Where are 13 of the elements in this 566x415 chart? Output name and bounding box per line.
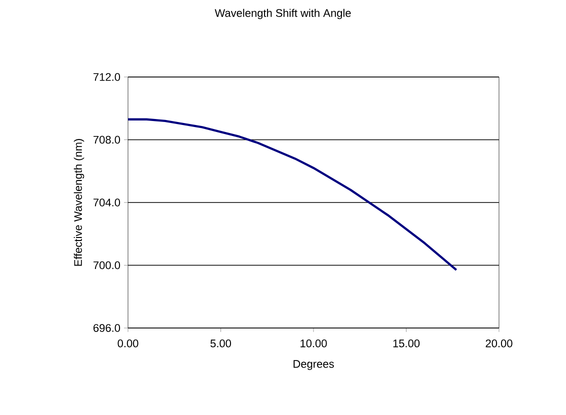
y-axis-title: Effective Wavelength (nm) (74, 139, 84, 266)
x-tick-label: 20.00 (486, 340, 512, 348)
y-tick-label: 712.0 (94, 73, 120, 81)
x-tick-label: 5.00 (210, 340, 232, 348)
x-tick-label: 15.00 (393, 340, 420, 348)
y-tick-label: 708.0 (94, 136, 120, 144)
x-axis-title: Degrees (294, 360, 334, 370)
chart-title: Wavelength Shift with Angle (214, 8, 351, 20)
y-tick-label: 700.0 (94, 261, 120, 270)
y-tick-label: 704.0 (94, 198, 120, 206)
x-tick-label: 10.00 (300, 340, 327, 348)
x-tick-label: 0.00 (118, 340, 138, 348)
y-tick-label: 696.0 (94, 324, 120, 332)
